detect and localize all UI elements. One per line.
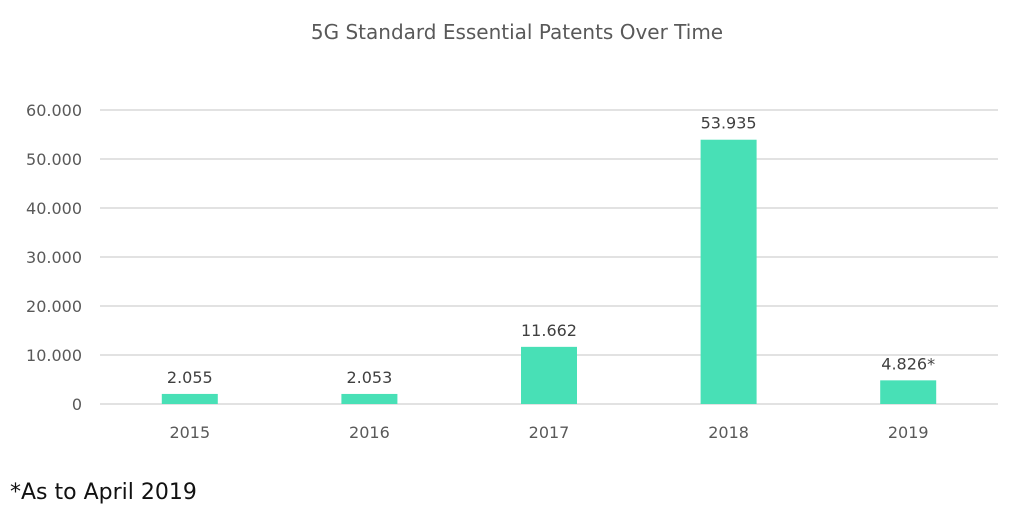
data-label: 2.053 — [346, 368, 392, 387]
y-tick-label: 0 — [72, 395, 82, 414]
y-tick-label: 50.000 — [26, 150, 82, 169]
y-tick-label: 40.000 — [26, 199, 82, 218]
y-tick-label: 60.000 — [26, 101, 82, 120]
y-tick-label: 20.000 — [26, 297, 82, 316]
bar-chart: 0 10.000 20.000 30.000 40.000 50.000 60.000 2.0… — [26, 101, 998, 442]
bar — [880, 380, 937, 404]
x-tick-label: 2017 — [529, 423, 570, 442]
x-tick-label: 2019 — [888, 423, 929, 442]
y-tick-label: 10.000 — [26, 346, 82, 365]
bar — [341, 393, 398, 404]
x-tick-label: 2016 — [349, 423, 390, 442]
bar — [700, 139, 757, 404]
bar — [161, 393, 218, 404]
footnote: *As to April 2019 — [10, 480, 197, 505]
x-tick-label: 2018 — [708, 423, 749, 442]
bar — [521, 346, 577, 404]
data-label: 4.826* — [881, 354, 935, 373]
data-label: 11.662 — [521, 321, 577, 340]
data-label: 53.935 — [701, 114, 757, 133]
y-tick-label: 30.000 — [26, 248, 82, 267]
x-tick-label: 2015 — [169, 423, 210, 442]
chart-title: 5G Standard Essential Patents Over Time — [310, 20, 724, 44]
data-label: 2.055 — [167, 368, 213, 387]
